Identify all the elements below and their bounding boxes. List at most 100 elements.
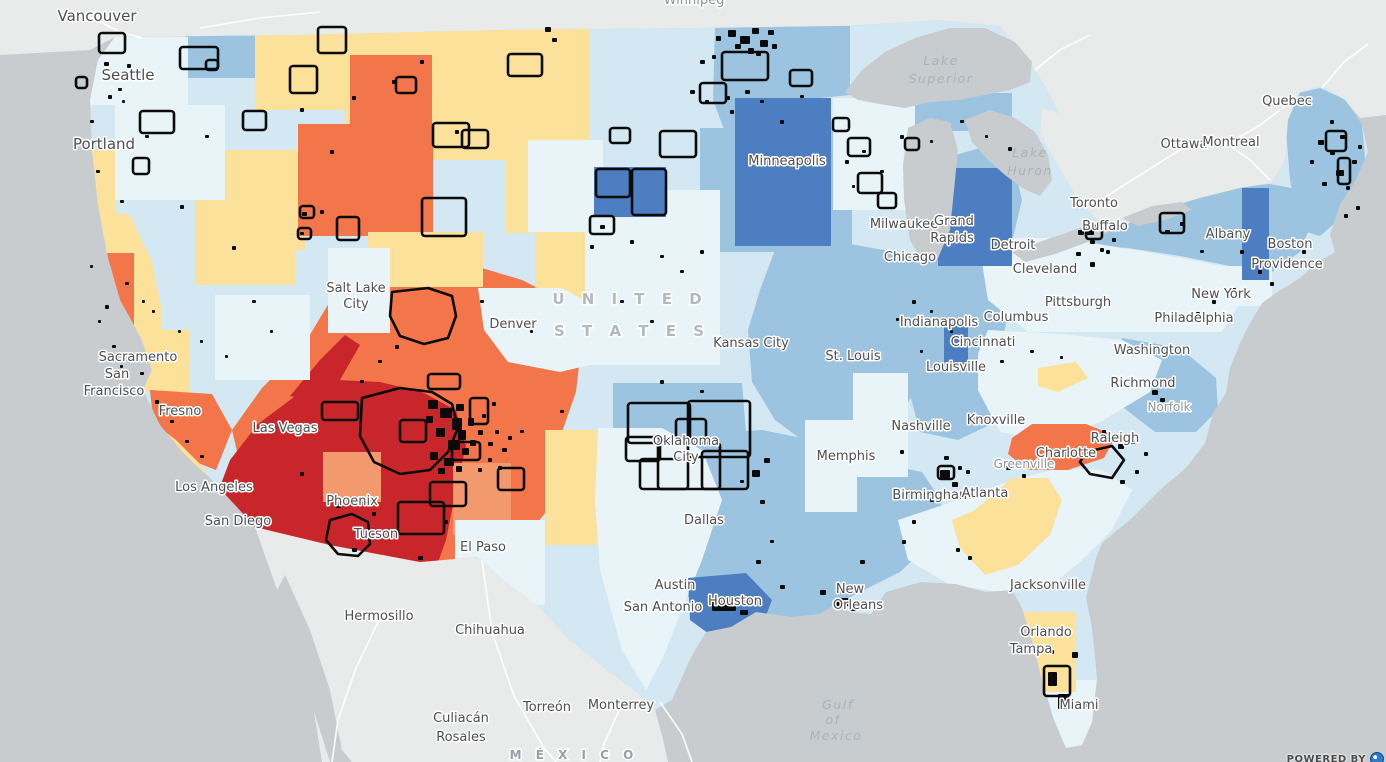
tribal-area-dot[interactable]	[458, 430, 466, 440]
tribal-area-outline[interactable]	[426, 372, 462, 391]
tribal-area-dot[interactable]	[1072, 652, 1078, 658]
tribal-area-dot[interactable]	[968, 556, 972, 560]
tribal-area-dot[interactable]	[700, 390, 704, 393]
tribal-area-dot[interactable]	[1048, 672, 1057, 686]
tribal-area-dot[interactable]	[438, 468, 445, 474]
tribal-area-dot[interactable]	[740, 36, 750, 44]
tribal-area-outline[interactable]	[138, 109, 176, 135]
tribal-area-dot[interactable]	[480, 300, 484, 303]
tribal-area-dot[interactable]	[1356, 206, 1360, 210]
tribal-area-outline[interactable]	[394, 75, 418, 95]
tribal-area-dot[interactable]	[142, 300, 145, 303]
tribal-area-dot[interactable]	[520, 430, 524, 433]
tribal-area-dot[interactable]	[200, 455, 204, 458]
tribal-area-dot[interactable]	[1358, 145, 1362, 149]
tribal-area-dot[interactable]	[1102, 430, 1106, 434]
tribal-area-outline[interactable]	[398, 418, 428, 444]
tribal-area-dot[interactable]	[764, 458, 770, 463]
tribal-area-dot[interactable]	[456, 466, 462, 472]
tribal-area-dot[interactable]	[850, 606, 856, 611]
tribal-area-dot[interactable]	[944, 456, 949, 460]
tribal-area-dot[interactable]	[756, 52, 761, 56]
climate-division-region[interactable]	[290, 335, 360, 400]
tribal-area-dot[interactable]	[1120, 480, 1125, 484]
tribal-area-dot[interactable]	[930, 310, 933, 313]
tribal-area-outline[interactable]	[335, 215, 361, 242]
tribal-area-dot[interactable]	[1130, 440, 1135, 444]
tribal-area-outline[interactable]	[700, 449, 750, 491]
tribal-area-dot[interactable]	[1148, 382, 1152, 386]
tribal-area-dot[interactable]	[145, 135, 149, 138]
tribal-area-dot[interactable]	[352, 96, 356, 100]
tribal-area-dot[interactable]	[845, 160, 849, 164]
tribal-area-dot[interactable]	[108, 95, 112, 99]
tribal-area-dot[interactable]	[118, 88, 122, 91]
tribal-area-dot[interactable]	[950, 330, 953, 333]
tribal-area-dot[interactable]	[488, 458, 492, 462]
tribal-area-dot[interactable]	[1352, 160, 1357, 164]
tribal-area-dot[interactable]	[752, 470, 760, 477]
climate-division-region[interactable]	[978, 238, 1242, 332]
tribal-area-dot[interactable]	[745, 90, 750, 94]
tribal-area-dot[interactable]	[152, 310, 155, 313]
tribal-area-dot[interactable]	[862, 150, 866, 153]
climate-division-region[interactable]	[195, 200, 295, 285]
tribal-area-dot[interactable]	[448, 440, 460, 450]
tribal-area-outline[interactable]	[624, 435, 662, 463]
tribal-area-dot[interactable]	[178, 330, 181, 333]
tribal-area-dot[interactable]	[770, 540, 774, 543]
tribal-area-dot[interactable]	[1090, 262, 1095, 267]
map-attribution[interactable]: POWERED BY	[1287, 752, 1384, 762]
tribal-area-dot[interactable]	[444, 520, 448, 524]
tribal-area-dot[interactable]	[700, 250, 704, 254]
tribal-area-dot[interactable]	[960, 120, 964, 123]
tribal-area-dot[interactable]	[252, 300, 256, 303]
tribal-area-outline[interactable]	[506, 52, 544, 78]
climate-division-region[interactable]	[115, 105, 225, 200]
tribal-area-dot[interactable]	[1100, 248, 1104, 252]
tribal-area-outline[interactable]	[460, 128, 490, 150]
tribal-area-dot[interactable]	[232, 246, 236, 250]
tribal-area-outline[interactable]	[658, 129, 698, 159]
tribal-area-outline[interactable]	[1078, 444, 1126, 480]
tribal-area-dot[interactable]	[502, 448, 507, 452]
tribal-area-dot[interactable]	[690, 90, 695, 94]
tribal-area-dot[interactable]	[98, 320, 101, 323]
tribal-area-dot[interactable]	[760, 100, 764, 103]
tribal-area-dot[interactable]	[780, 120, 784, 124]
tribal-area-outline[interactable]	[594, 167, 632, 199]
tribal-area-dot[interactable]	[428, 400, 438, 409]
tribal-area-dot[interactable]	[1330, 120, 1334, 124]
tribal-area-dot[interactable]	[735, 44, 741, 49]
tribal-area-outline[interactable]	[204, 58, 220, 72]
tribal-area-dot[interactable]	[985, 135, 988, 138]
tribal-area-dot[interactable]	[1060, 356, 1063, 359]
tribal-area-outline[interactable]	[324, 512, 372, 558]
tribal-area-dot[interactable]	[896, 318, 899, 321]
tribal-area-outline[interactable]	[698, 81, 728, 105]
climate-division-region[interactable]	[952, 478, 1062, 575]
tribal-area-dot[interactable]	[1302, 250, 1306, 254]
tribal-area-outline[interactable]	[876, 191, 898, 210]
tribal-area-dot[interactable]	[836, 598, 850, 606]
tribal-area-dot[interactable]	[372, 512, 376, 516]
tribal-area-dot[interactable]	[300, 232, 304, 235]
tribal-area-dot[interactable]	[1340, 135, 1345, 139]
tribal-area-dot[interactable]	[756, 560, 761, 564]
tribal-area-dot[interactable]	[482, 414, 486, 418]
tribal-area-dot[interactable]	[90, 265, 93, 268]
tribal-area-dot[interactable]	[930, 498, 934, 502]
tribal-area-outline[interactable]	[468, 396, 490, 426]
tribal-area-dot[interactable]	[760, 40, 768, 47]
tribal-area-dot[interactable]	[700, 60, 705, 64]
tribal-area-dot[interactable]	[1112, 238, 1116, 242]
climate-division-region[interactable]	[944, 323, 968, 365]
tribal-area-dot[interactable]	[820, 590, 826, 595]
tribal-area-dot[interactable]	[1258, 270, 1262, 274]
climate-division-region[interactable]	[350, 55, 432, 127]
tribal-area-dot[interactable]	[1144, 452, 1148, 456]
tribal-area-dot[interactable]	[205, 135, 209, 138]
tribal-area-dot[interactable]	[1270, 282, 1274, 286]
